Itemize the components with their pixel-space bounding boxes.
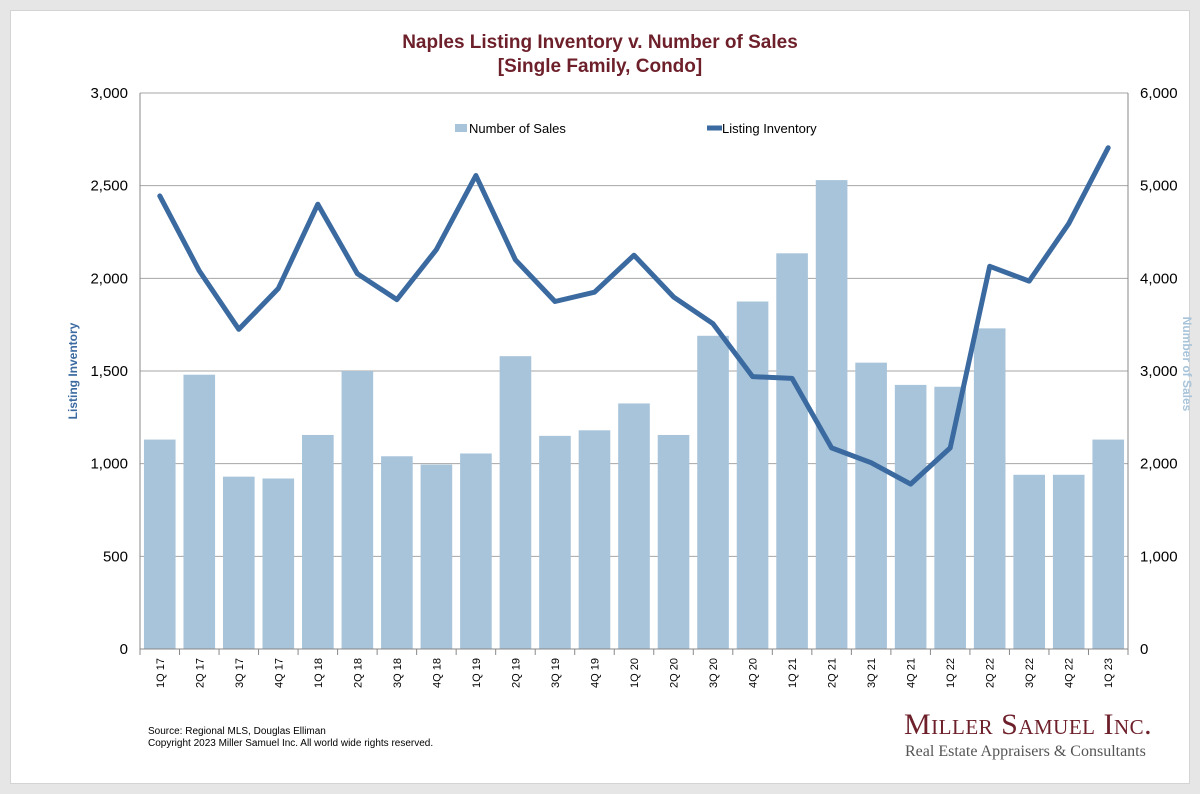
axes — [139, 93, 1129, 655]
sales-bar — [618, 403, 650, 649]
sales-bar — [736, 301, 769, 649]
x-tick-label: 3Q 21 — [866, 658, 878, 688]
y-right-tick-label: 0 — [1140, 641, 1148, 658]
x-tick-label: 2Q 21 — [827, 658, 839, 688]
inventory-line — [157, 145, 1111, 487]
x-tick-label: 1Q 17 — [155, 658, 167, 688]
x-tick-label: 2Q 19 — [510, 658, 522, 688]
x-tick-label: 4Q 21 — [906, 658, 918, 688]
x-tick-label: 2Q 22 — [985, 658, 997, 688]
y-left-tick-label: 2,500 — [90, 178, 128, 195]
y-left-tick-label: 1,000 — [90, 456, 128, 473]
x-tick-label: 1Q 23 — [1103, 658, 1115, 688]
x-tick-label: 4Q 18 — [431, 658, 443, 688]
sales-bar — [183, 374, 216, 649]
sales-bar — [973, 328, 1006, 649]
legend-inventory-label: Listing Inventory — [722, 121, 817, 136]
legend-bar-swatch — [455, 124, 467, 132]
sales-bar — [460, 453, 492, 649]
x-tick-label: 3Q 19 — [550, 658, 562, 688]
x-tick-label: 1Q 18 — [313, 658, 325, 688]
x-tick-label: 3Q 22 — [1024, 658, 1036, 688]
y-left-tick-label: 2,000 — [90, 270, 128, 287]
tick-labels: 0 0 500 1,000 1,000 2,000 1,500 3,000 2,000 4,000… — [90, 85, 1177, 688]
sales-bar — [302, 434, 334, 649]
x-tick-label: 4Q 17 — [273, 658, 285, 688]
sales-bar — [894, 384, 927, 649]
y-left-tick-label: 500 — [103, 548, 128, 565]
x-tick-label: 3Q 17 — [234, 658, 246, 688]
sales-bar — [499, 356, 532, 649]
x-tick-label: 1Q 21 — [787, 658, 799, 688]
sales-bar — [381, 456, 413, 649]
x-tick-label: 3Q 18 — [392, 658, 404, 688]
x-tick-label: 4Q 22 — [1064, 658, 1076, 688]
sales-bar — [341, 371, 374, 649]
y-left-tick-label: 1,500 — [90, 363, 128, 380]
sales-bar — [1092, 439, 1125, 649]
x-tick-label: 2Q 18 — [352, 658, 364, 688]
x-tick-label: 2Q 17 — [194, 658, 206, 688]
chart-title: Naples Listing Inventory v. Number of Sa… — [402, 32, 798, 53]
x-tick-label: 1Q 22 — [945, 658, 957, 688]
legend: Number of Sales Listing Inventory — [455, 121, 817, 136]
sales-bar — [815, 180, 848, 649]
x-tick-label: 1Q 20 — [629, 658, 641, 688]
legend-sales-label: Number of Sales — [469, 121, 566, 136]
sales-bar — [420, 464, 453, 649]
y-right-tick-label: 6,000 — [1140, 85, 1178, 102]
source-note: Source: Regional MLS, Douglas Elliman — [148, 726, 326, 737]
brand-tagline: Real Estate Appraisers & Consultants — [905, 743, 1146, 760]
sales-bar — [578, 430, 611, 649]
copyright-note: Copyright 2023 Miller Samuel Inc. All wo… — [148, 738, 434, 749]
sales-bar — [776, 253, 808, 649]
x-tick-label: 4Q 19 — [589, 658, 601, 688]
x-tick-label: 1Q 19 — [471, 658, 483, 688]
y-right-tick-label: 2,000 — [1140, 456, 1178, 473]
y-right-tick-label: 5,000 — [1140, 178, 1178, 195]
sales-bar — [222, 476, 255, 649]
y-axis-right-title: Number of Sales — [1180, 317, 1194, 412]
x-tick-label: 3Q 20 — [708, 658, 720, 688]
y-left-tick-label: 3,000 — [90, 85, 128, 102]
sales-bar — [1052, 474, 1085, 649]
sales-bar — [934, 386, 966, 649]
y-right-tick-label: 4,000 — [1140, 270, 1178, 287]
y-right-tick-label: 3,000 — [1140, 363, 1178, 380]
y-left-tick-label: 0 — [120, 641, 128, 658]
sales-bar — [697, 335, 729, 649]
chart-subtitle: [Single Family, Condo] — [497, 56, 703, 77]
sales-bar — [657, 434, 690, 649]
brand-logo-text: Miller Samuel Inc. — [904, 708, 1153, 741]
sales-bar — [262, 478, 295, 649]
x-tick-label: 4Q 20 — [748, 658, 760, 688]
sales-bar — [1013, 474, 1046, 649]
y-right-tick-label: 1,000 — [1140, 548, 1178, 565]
x-tick-label: 2Q 20 — [669, 658, 681, 688]
sales-bar — [143, 439, 176, 649]
y-axis-left-title: Listing Inventory — [66, 322, 80, 419]
sales-bars — [143, 180, 1125, 649]
sales-bar — [539, 435, 571, 649]
sales-bar — [855, 362, 887, 649]
